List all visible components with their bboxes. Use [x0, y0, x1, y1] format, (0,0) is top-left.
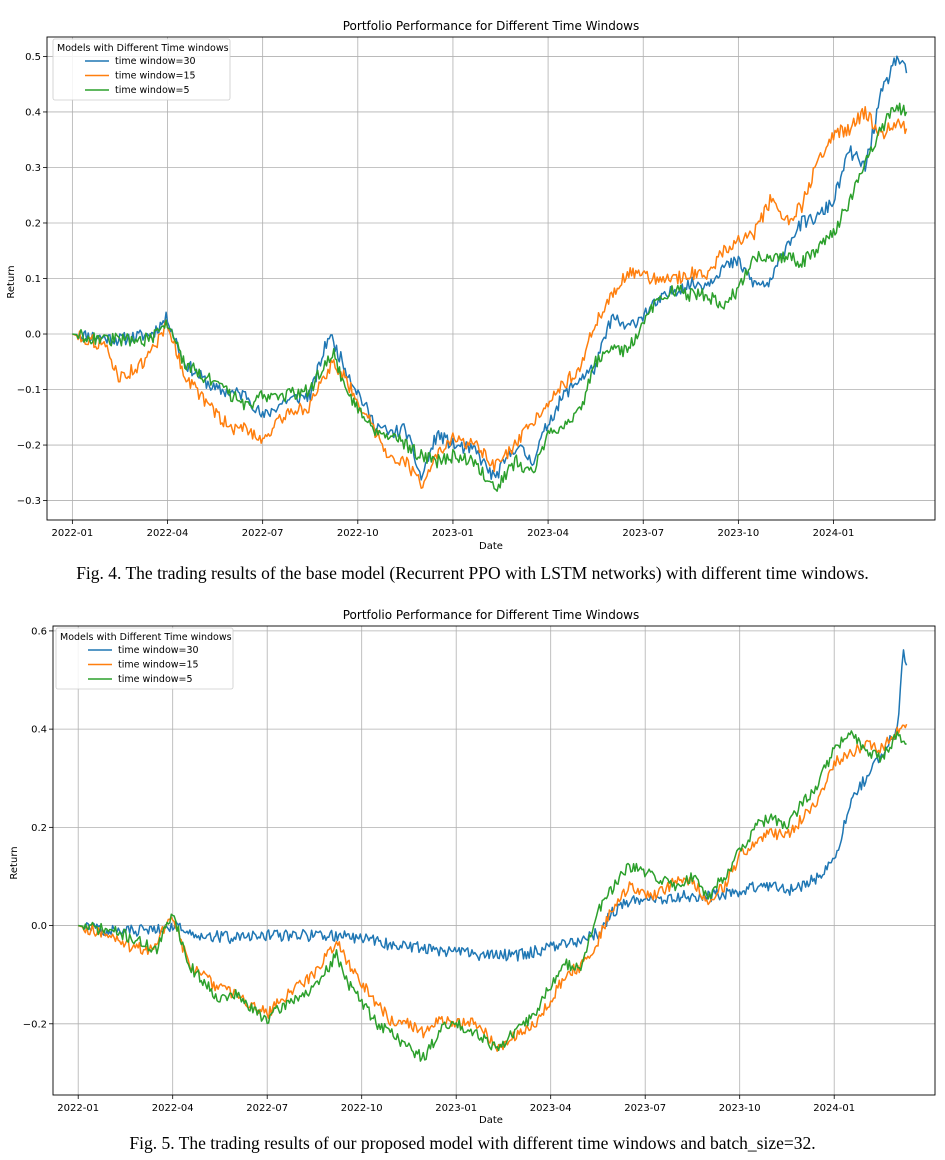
- plot-area: 2022-01 2022-04 2022-07 2022-10 2023-01 2023-…: [23, 625, 936, 1114]
- x-tick-label: 2022-04: [152, 1103, 194, 1114]
- caption-fig4: Fig. 4. The trading results of the base …: [76, 563, 869, 583]
- caption-fig5: Fig. 5. The trading results of our propo…: [129, 1133, 816, 1153]
- chart-title: Portfolio Performance for Different Time…: [343, 19, 640, 33]
- x-tick-label: 2022-01: [51, 528, 93, 539]
- x-tick-label: 2023-07: [624, 1103, 666, 1114]
- legend-title: Models with Different Time windows: [60, 632, 232, 643]
- y-tick-label: 0.4: [31, 725, 47, 736]
- y-tick-label: −0.3: [17, 496, 41, 507]
- legend-label-2: time window=15: [118, 660, 199, 671]
- x-tick-label: 2024-01: [813, 1103, 855, 1114]
- x-tick-label: 2022-07: [246, 1103, 288, 1114]
- x-tick-label: 2023-04: [530, 1103, 572, 1114]
- y-axis-label: Return: [9, 846, 20, 879]
- y-tick-label: 0.5: [25, 52, 41, 63]
- legend-label-3: time window=5: [118, 674, 193, 685]
- x-tick-label: 2023-04: [527, 528, 569, 539]
- legend: Models with Different Time windows time w…: [52, 38, 231, 101]
- x-axis-label: Date: [479, 541, 503, 552]
- x-tick-label: 2023-01: [435, 1103, 477, 1114]
- axes-frame: [46, 36, 936, 521]
- x-tick-label: 2022-01: [57, 1103, 99, 1114]
- legend-box: [55, 627, 234, 690]
- series-line-3: [78, 730, 907, 1062]
- legend: Models with Different Time windows time w…: [55, 627, 234, 690]
- y-tick-label: −0.1: [17, 385, 41, 396]
- axes-frame: [52, 625, 936, 1096]
- chart-fig5: Portfolio Performance for Different Time…: [9, 608, 936, 1126]
- chart-fig4: Portfolio Performance for Different Time…: [6, 19, 936, 552]
- x-tick-label: 2022-10: [341, 1103, 383, 1114]
- y-tick-label: 0.0: [31, 921, 47, 932]
- x-tick-label: 2022-04: [147, 528, 189, 539]
- x-tick-label: 2024-01: [813, 528, 855, 539]
- y-tick-label: 0.6: [31, 626, 47, 637]
- y-tick-label: 0.0: [25, 330, 41, 341]
- legend-label-1: time window=30: [115, 56, 196, 67]
- series-line-3: [72, 102, 908, 492]
- series-line-2: [77, 723, 908, 1052]
- series-line-1: [78, 649, 908, 962]
- y-tick-label: 0.2: [31, 823, 47, 834]
- x-tick-label: 2023-10: [717, 528, 759, 539]
- x-tick-label: 2022-07: [242, 528, 284, 539]
- chart-title: Portfolio Performance for Different Time…: [343, 608, 640, 622]
- series-line-2: [72, 105, 908, 489]
- y-tick-label: 0.2: [25, 218, 41, 229]
- y-tick-label: 0.3: [25, 163, 41, 174]
- legend-label-2: time window=15: [115, 71, 196, 82]
- legend-box: [52, 38, 231, 101]
- y-axis-label: Return: [6, 265, 17, 298]
- x-tick-label: 2023-10: [719, 1103, 761, 1114]
- x-axis-label: Date: [479, 1115, 503, 1126]
- legend-title: Models with Different Time windows: [57, 43, 229, 54]
- series-line-1: [72, 55, 908, 481]
- x-tick-label: 2023-07: [622, 528, 664, 539]
- x-tick-label: 2023-01: [432, 528, 474, 539]
- x-tick-label: 2022-10: [337, 528, 379, 539]
- legend-label-3: time window=5: [115, 85, 190, 96]
- legend-label-1: time window=30: [118, 645, 199, 656]
- plot-area: 2022-01 2022-04 2022-07 2022-10 2023-01 2023-…: [17, 36, 936, 539]
- y-tick-label: 0.4: [25, 107, 41, 118]
- y-tick-label: −0.2: [17, 441, 41, 452]
- y-tick-label: 0.1: [25, 274, 41, 285]
- y-tick-label: −0.2: [23, 1019, 47, 1030]
